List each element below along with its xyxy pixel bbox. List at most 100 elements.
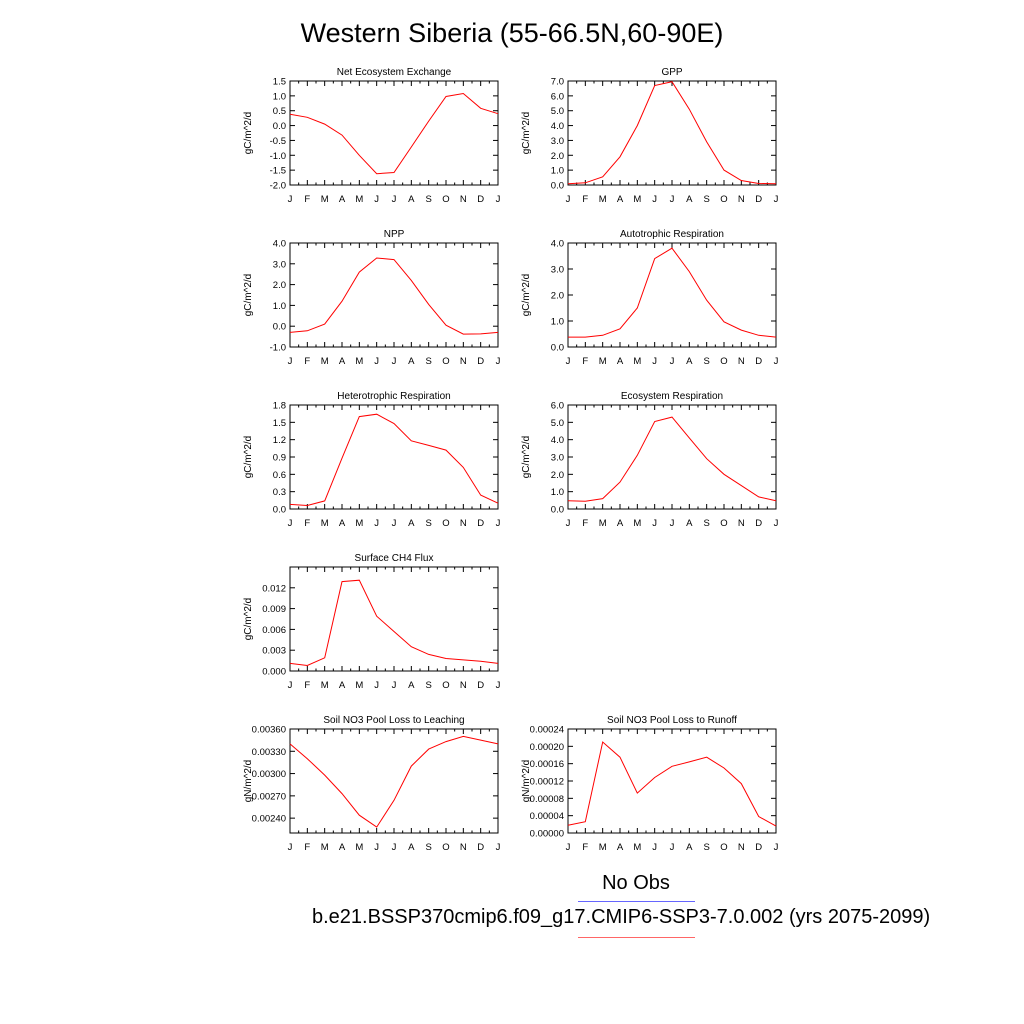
- x-tick-label: M: [321, 356, 329, 367]
- x-tick-label: M: [355, 518, 363, 529]
- y-axis-label: gN/m^2/d: [243, 760, 254, 803]
- y-tick-label: 0.000: [262, 667, 286, 678]
- x-tick-label: O: [442, 680, 449, 691]
- y-tick-label: 6.0: [551, 91, 564, 102]
- x-tick-label: A: [617, 842, 624, 853]
- x-tick-label: J: [566, 518, 571, 529]
- x-tick-label: F: [582, 194, 588, 205]
- y-tick-label: 2.0: [551, 291, 564, 302]
- chart-panel-4: Autotrophic Respiration gC/m^2/d 4.0 3.0 2.0…: [521, 229, 779, 367]
- x-tick-label: M: [355, 842, 363, 853]
- y-tick-label: 0.003: [262, 646, 286, 657]
- y-tick-label: -1.0: [270, 343, 286, 354]
- x-tick-label: N: [460, 356, 467, 367]
- panel-title: Surface CH4 Flux: [355, 553, 434, 564]
- x-tick-label: M: [633, 194, 641, 205]
- series-line: [289, 92, 499, 175]
- x-tick-label: F: [304, 842, 310, 853]
- chart-panel-8: Soil NO3 Pool Loss to LeachinggN/m^2/d0.…: [243, 715, 501, 853]
- legend-obs-label: No Obs: [602, 872, 670, 894]
- y-tick-label: 0.00008: [530, 794, 564, 805]
- chart-panel-7: Surface CH4 Flux gC/m^2/d 0.012 0.009 0.006 0…: [243, 553, 501, 691]
- y-tick-label: 3.0: [273, 259, 286, 270]
- legend-case-label: b.e21.BSSP370cmip6.f09_g17.CMIP6-SSP3-7.…: [312, 906, 931, 928]
- x-tick-label: J: [496, 680, 501, 691]
- x-tick-label: D: [477, 356, 484, 367]
- chart-panel-5: Heterotrophic Respiration gC/m^2/d 1.8 1.5 1…: [243, 391, 501, 529]
- y-tick-label: 0.00000: [530, 829, 564, 840]
- legend-obs-line: [578, 901, 695, 902]
- y-tick-label: 0.00012: [530, 777, 564, 788]
- x-tick-label: O: [720, 842, 727, 853]
- x-tick-label: F: [582, 356, 588, 367]
- x-tick-label: A: [339, 356, 346, 367]
- x-tick-label: D: [477, 680, 484, 691]
- x-tick-label: J: [670, 518, 675, 529]
- panel-title: Heterotrophic Respiration: [337, 391, 450, 402]
- y-tick-label: 1.2: [273, 435, 286, 446]
- y-tick-label: 5.0: [551, 106, 564, 117]
- y-axis-label: gN/m^2/d: [521, 760, 532, 803]
- series-line: [568, 247, 777, 338]
- x-tick-label: J: [288, 194, 293, 205]
- x-tick-label: M: [355, 194, 363, 205]
- y-tick-label: 0.0: [551, 181, 564, 192]
- x-tick-label: A: [408, 680, 415, 691]
- x-tick-label: J: [392, 194, 397, 205]
- x-tick-label: D: [755, 356, 762, 367]
- plot-frame: [289, 404, 499, 510]
- x-tick-label: J: [392, 518, 397, 529]
- x-tick-label: J: [670, 356, 675, 367]
- x-tick-label: J: [670, 842, 675, 853]
- x-tick-label: J: [652, 518, 657, 529]
- x-tick-label: M: [355, 356, 363, 367]
- panel-title: Autotrophic Respiration: [620, 229, 724, 240]
- plot-frame: [289, 566, 499, 672]
- x-tick-label: S: [425, 356, 431, 367]
- x-tick-label: A: [686, 194, 693, 205]
- y-tick-label: -1.0: [270, 151, 286, 162]
- x-tick-label: J: [374, 356, 379, 367]
- y-tick-label: 0.5: [273, 106, 286, 117]
- panel-title: GPP: [661, 67, 682, 78]
- x-tick-label: A: [339, 680, 346, 691]
- x-tick-label: O: [720, 356, 727, 367]
- x-tick-label: S: [425, 194, 431, 205]
- x-tick-label: S: [703, 842, 709, 853]
- x-tick-label: A: [339, 518, 346, 529]
- plot-frame: [567, 728, 777, 834]
- x-tick-label: A: [339, 842, 346, 853]
- y-tick-label: 0.9: [273, 453, 286, 464]
- x-tick-label: J: [392, 356, 397, 367]
- x-tick-label: D: [477, 842, 484, 853]
- y-axis-label: gC/m^2/d: [243, 274, 254, 317]
- y-tick-label: 0.0: [273, 121, 286, 132]
- x-tick-label: A: [408, 518, 415, 529]
- x-tick-label: N: [738, 194, 745, 205]
- y-tick-label: 0.00024: [530, 725, 564, 736]
- x-tick-label: J: [288, 842, 293, 853]
- x-tick-label: N: [738, 518, 745, 529]
- y-tick-label: 0.00270: [252, 791, 286, 802]
- legend-case-line: [578, 937, 695, 938]
- x-tick-label: M: [321, 842, 329, 853]
- y-tick-label: -0.5: [270, 136, 286, 147]
- y-tick-label: 0.00360: [252, 725, 286, 736]
- x-tick-label: J: [774, 356, 779, 367]
- x-tick-label: J: [774, 518, 779, 529]
- x-tick-label: D: [477, 518, 484, 529]
- x-tick-label: S: [425, 518, 431, 529]
- x-tick-label: J: [496, 356, 501, 367]
- x-tick-label: J: [566, 842, 571, 853]
- y-axis-label: gC/m^2/d: [243, 598, 254, 641]
- y-tick-label: 1.8: [273, 401, 286, 412]
- y-tick-label: 0.00004: [530, 811, 564, 822]
- x-tick-label: D: [755, 194, 762, 205]
- x-tick-label: F: [304, 194, 310, 205]
- y-axis-label: gC/m^2/d: [521, 436, 532, 479]
- y-tick-label: 7.0: [551, 77, 564, 88]
- x-tick-label: S: [703, 194, 709, 205]
- x-tick-label: F: [582, 842, 588, 853]
